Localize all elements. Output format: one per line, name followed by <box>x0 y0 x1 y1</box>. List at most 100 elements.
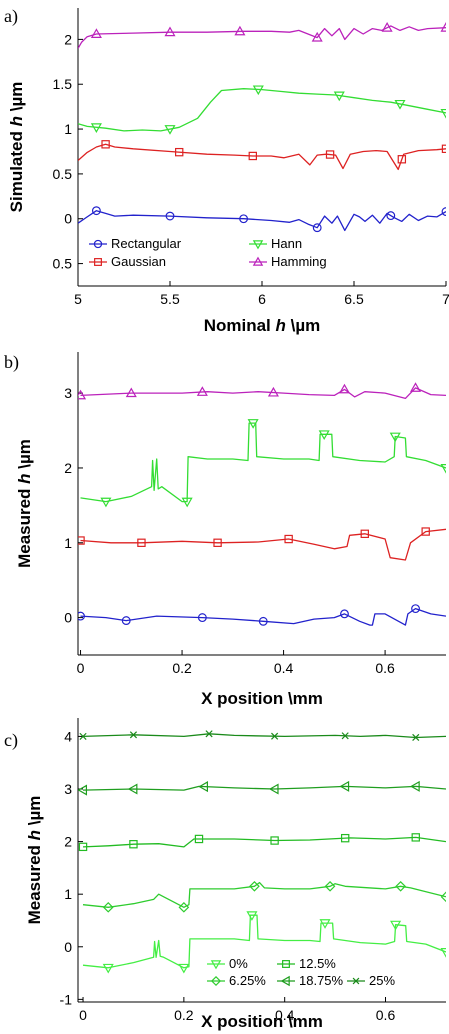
panel-label: a) <box>4 6 18 27</box>
legend: Rectangular Gaussian Hann Hamming <box>89 236 327 269</box>
legend-marker <box>280 975 290 987</box>
data-marker <box>78 536 85 545</box>
y-axis-label-part: Simulated <box>7 126 26 212</box>
data-marker <box>164 26 176 37</box>
data-marker <box>178 901 190 913</box>
data-marker <box>90 28 102 38</box>
legend-marker <box>282 960 290 968</box>
legend-marker <box>210 975 222 987</box>
chart-panel-3: c) 0 0.2 0.4 0.6 4 3 2 1 0 -1 X position \mm Measure… <box>4 718 446 1031</box>
data-marker <box>318 430 330 441</box>
data-marker <box>197 613 207 623</box>
x-axis-label-part: \µm <box>286 316 320 335</box>
data-marker <box>312 223 322 233</box>
data-marker <box>178 963 190 974</box>
series-1 <box>78 604 446 626</box>
series-2 <box>78 527 446 561</box>
data-marker <box>78 389 87 400</box>
data-marker <box>386 211 396 221</box>
data-marker <box>196 386 208 396</box>
data-marker <box>325 150 335 159</box>
y-axis-label-part: \µm <box>15 439 34 473</box>
y-tick-label: 0.5 <box>53 166 73 182</box>
y-axis-label-part: Measured <box>15 484 34 568</box>
data-marker <box>100 497 112 508</box>
x-axis-label-part: Nominal <box>204 316 276 335</box>
data-marker <box>271 732 279 740</box>
data-marker <box>248 151 257 161</box>
data-marker <box>129 731 138 739</box>
legend-marker <box>94 258 102 266</box>
x-axis-label-part: X position \mm <box>201 1012 323 1031</box>
panel-label: b) <box>4 352 19 373</box>
data-marker <box>411 833 420 842</box>
data-marker <box>165 211 175 221</box>
x-tick-label: 0.4 <box>275 1007 295 1023</box>
data-marker <box>268 783 279 795</box>
series-4 <box>78 22 446 49</box>
series-4 <box>78 382 446 400</box>
series-1 <box>78 206 446 233</box>
legend-label: 12.5% <box>299 956 336 971</box>
y-tick-label: 0.5 <box>53 256 73 272</box>
plot-area <box>78 730 446 974</box>
series-line <box>82 785 446 791</box>
series-5 <box>79 730 446 742</box>
x-tick-label: 0.4 <box>274 660 294 676</box>
legend-marker <box>352 977 360 985</box>
series-3 <box>80 419 446 508</box>
data-marker <box>340 609 349 619</box>
data-marker <box>284 534 293 544</box>
data-marker <box>440 891 446 903</box>
x-tick-label: 5 <box>74 291 82 307</box>
y-tick-label: 0 <box>64 939 72 955</box>
data-marker <box>213 538 222 547</box>
data-marker <box>247 419 259 429</box>
legend-label: Gaussian <box>111 254 166 269</box>
data-marker <box>78 784 88 796</box>
series-line <box>80 528 446 561</box>
plot-area <box>78 382 446 626</box>
legend-marker <box>210 960 222 970</box>
y-axis-label-part: \µm <box>7 82 26 116</box>
data-marker <box>252 85 264 96</box>
data-marker <box>360 529 369 539</box>
y-tick-label: 0 <box>64 211 72 227</box>
y-tick-label: 3 <box>64 385 72 401</box>
y-tick-label: 1 <box>64 121 72 137</box>
legend-marker <box>252 256 264 266</box>
y-tick-label: 2 <box>64 834 72 850</box>
series-line <box>82 733 446 739</box>
data-marker <box>440 22 446 32</box>
data-marker <box>440 463 446 474</box>
data-marker <box>440 948 446 958</box>
data-marker <box>198 781 209 793</box>
series-3 <box>78 85 446 135</box>
series-4 <box>78 780 446 796</box>
series-line <box>78 143 446 171</box>
series-line <box>82 914 446 969</box>
legend-label: 0% <box>229 956 248 971</box>
data-marker <box>127 783 138 795</box>
series-3 <box>78 833 446 852</box>
data-marker <box>395 880 406 892</box>
legend-label: 18.75% <box>299 973 344 988</box>
chart-panel-2: b) 0 0.2 0.4 0.6 3 2 1 0 X position \mm Measured h… <box>4 352 446 708</box>
y-axis-label-part: Measured <box>25 840 44 924</box>
legend-label: Hamming <box>271 254 327 269</box>
y-tick-label: 2 <box>64 31 72 47</box>
data-marker <box>102 901 114 913</box>
data-marker <box>258 616 268 626</box>
data-marker <box>441 207 446 216</box>
data-marker <box>311 31 323 42</box>
y-tick-label: 2 <box>64 460 72 476</box>
data-marker <box>181 497 193 508</box>
data-marker <box>164 125 176 135</box>
data-marker <box>194 834 204 844</box>
data-marker <box>381 22 393 32</box>
data-marker <box>319 919 331 929</box>
x-tick-label: 6 <box>258 291 266 307</box>
y-tick-label: 3 <box>64 781 72 797</box>
x-tick-label: 0.6 <box>375 660 395 676</box>
